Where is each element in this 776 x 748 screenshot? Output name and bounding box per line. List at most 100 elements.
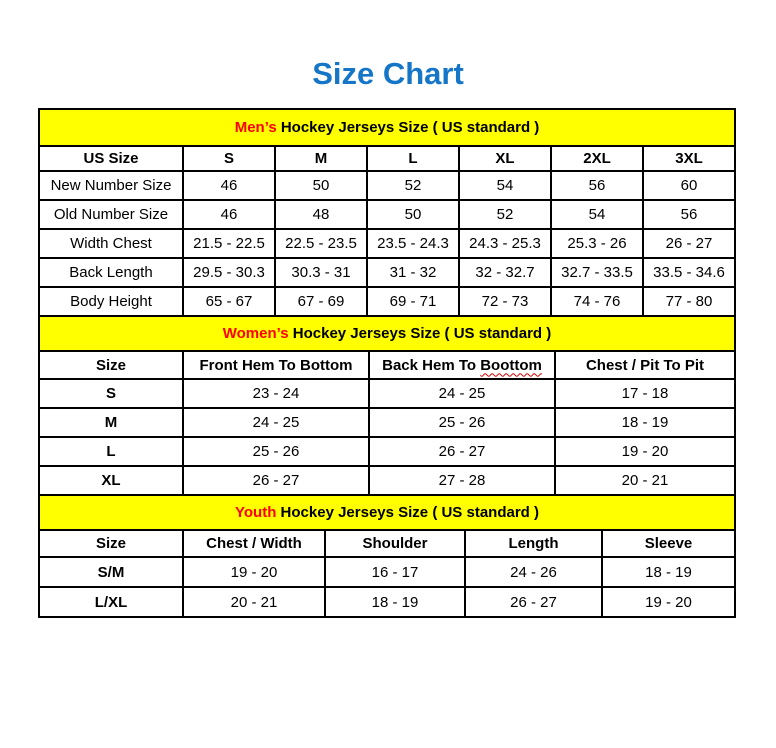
size-value: 56 — [550, 170, 644, 201]
table-row: L/XL 20 - 21 18 - 19 26 - 27 19 - 20 — [38, 586, 736, 618]
youth-section-highlight: Youth — [235, 504, 277, 521]
table-row: Body Height 65 - 67 67 - 69 69 - 71 72 -… — [38, 286, 736, 317]
size-value: 17 - 18 — [554, 378, 736, 409]
size-value: 77 - 80 — [642, 286, 736, 317]
page-title: Size Chart — [312, 56, 464, 91]
youth-section-header-row: Youth Hockey Jerseys Size ( US standard … — [38, 494, 736, 531]
womens-section-highlight: Women’s — [222, 325, 289, 342]
size-value: 72 - 73 — [458, 286, 552, 317]
column-header: Shoulder — [324, 529, 466, 558]
size-value: 22.5 - 23.5 — [274, 228, 368, 259]
column-header: US Size — [38, 145, 184, 172]
womens-size-table: Women’s Hockey Jerseys Size ( US standar… — [38, 315, 736, 496]
size-value: 18 - 19 — [324, 586, 466, 618]
youth-section-title: Hockey Jerseys Size ( US standard ) — [276, 504, 539, 521]
row-label: S/M — [38, 556, 184, 588]
column-header: S — [182, 145, 276, 172]
column-header: M — [274, 145, 368, 172]
row-label: Back Length — [38, 257, 184, 288]
size-value: 20 - 21 — [554, 465, 736, 496]
column-header-back-prefix: Back Hem To — [382, 356, 481, 374]
mens-size-table: Men’s Hockey Jerseys Size ( US standard … — [38, 108, 736, 317]
womens-section-header-row: Women’s Hockey Jerseys Size ( US standar… — [38, 315, 736, 352]
mens-column-header-row: US Size S M L XL 2XL 3XL — [38, 145, 736, 172]
size-value: 24 - 26 — [464, 556, 603, 588]
table-row: S/M 19 - 20 16 - 17 24 - 26 18 - 19 — [38, 556, 736, 588]
column-header: XL — [458, 145, 552, 172]
size-value: 26 - 27 — [182, 465, 370, 496]
row-label: L/XL — [38, 586, 184, 618]
table-row: M 24 - 25 25 - 26 18 - 19 — [38, 407, 736, 438]
row-label: Body Height — [38, 286, 184, 317]
size-value: 21.5 - 22.5 — [182, 228, 276, 259]
table-row: Width Chest 21.5 - 22.5 22.5 - 23.5 23.5… — [38, 228, 736, 259]
size-value: 50 — [274, 170, 368, 201]
mens-section-header-row: Men’s Hockey Jerseys Size ( US standard … — [38, 108, 736, 147]
size-value: 46 — [182, 199, 276, 230]
womens-column-header-row: Size Front Hem To Bottom Back Hem To Boo… — [38, 350, 736, 380]
size-value: 46 — [182, 170, 276, 201]
size-value: 30.3 - 31 — [274, 257, 368, 288]
size-value: 32 - 32.7 — [458, 257, 552, 288]
row-label: Old Number Size — [38, 199, 184, 230]
size-value: 67 - 69 — [274, 286, 368, 317]
table-row: S 23 - 24 24 - 25 17 - 18 — [38, 378, 736, 409]
column-header: Chest / Pit To Pit — [554, 350, 736, 380]
size-value: 25.3 - 26 — [550, 228, 644, 259]
youth-column-header-row: Size Chest / Width Shoulder Length Sleev… — [38, 529, 736, 558]
size-value: 50 — [366, 199, 460, 230]
row-label: L — [38, 436, 184, 467]
table-row: L 25 - 26 26 - 27 19 - 20 — [38, 436, 736, 467]
youth-size-table: Youth Hockey Jerseys Size ( US standard … — [38, 494, 736, 618]
size-value: 24 - 25 — [182, 407, 370, 438]
youth-section-band: Youth Hockey Jerseys Size ( US standard … — [38, 494, 736, 531]
column-header-back-typo: Boottom — [480, 356, 542, 374]
size-value: 24.3 - 25.3 — [458, 228, 552, 259]
table-row: Old Number Size 46 48 50 52 54 56 — [38, 199, 736, 230]
table-row: Back Length 29.5 - 30.3 30.3 - 31 31 - 3… — [38, 257, 736, 288]
row-label: XL — [38, 465, 184, 496]
row-label: S — [38, 378, 184, 409]
column-header: Size — [38, 350, 184, 380]
size-value: 54 — [458, 170, 552, 201]
table-row: XL 26 - 27 27 - 28 20 - 21 — [38, 465, 736, 496]
womens-section-band: Women’s Hockey Jerseys Size ( US standar… — [38, 315, 736, 352]
size-value: 54 — [550, 199, 644, 230]
size-value: 26 - 27 — [464, 586, 603, 618]
column-header: 3XL — [642, 145, 736, 172]
column-header: Chest / Width — [182, 529, 326, 558]
size-value: 25 - 26 — [368, 407, 556, 438]
size-value: 65 - 67 — [182, 286, 276, 317]
size-value: 16 - 17 — [324, 556, 466, 588]
size-value: 19 - 20 — [554, 436, 736, 467]
size-value: 19 - 20 — [601, 586, 736, 618]
size-value: 19 - 20 — [182, 556, 326, 588]
size-chart: Men’s Hockey Jerseys Size ( US standard … — [38, 108, 736, 618]
column-header: Back Hem To Boottom — [368, 350, 556, 380]
size-value: 69 - 71 — [366, 286, 460, 317]
size-value: 60 — [642, 170, 736, 201]
table-row: New Number Size 46 50 52 54 56 60 — [38, 170, 736, 201]
size-value: 26 - 27 — [368, 436, 556, 467]
size-value: 23.5 - 24.3 — [366, 228, 460, 259]
size-value: 25 - 26 — [182, 436, 370, 467]
size-value: 33.5 - 34.6 — [642, 257, 736, 288]
size-value: 31 - 32 — [366, 257, 460, 288]
womens-section-title: Hockey Jerseys Size ( US standard ) — [288, 325, 552, 342]
size-value: 52 — [366, 170, 460, 201]
column-header: L — [366, 145, 460, 172]
row-label: New Number Size — [38, 170, 184, 201]
mens-section-title: Hockey Jerseys Size ( US standard ) — [276, 119, 540, 136]
size-value: 29.5 - 30.3 — [182, 257, 276, 288]
column-header: Length — [464, 529, 603, 558]
size-value: 24 - 25 — [368, 378, 556, 409]
column-header: 2XL — [550, 145, 644, 172]
column-header: Size — [38, 529, 184, 558]
size-value: 18 - 19 — [554, 407, 736, 438]
size-value: 48 — [274, 199, 368, 230]
column-header: Sleeve — [601, 529, 736, 558]
size-value: 56 — [642, 199, 736, 230]
size-value: 20 - 21 — [182, 586, 326, 618]
size-value: 18 - 19 — [601, 556, 736, 588]
size-value: 23 - 24 — [182, 378, 370, 409]
